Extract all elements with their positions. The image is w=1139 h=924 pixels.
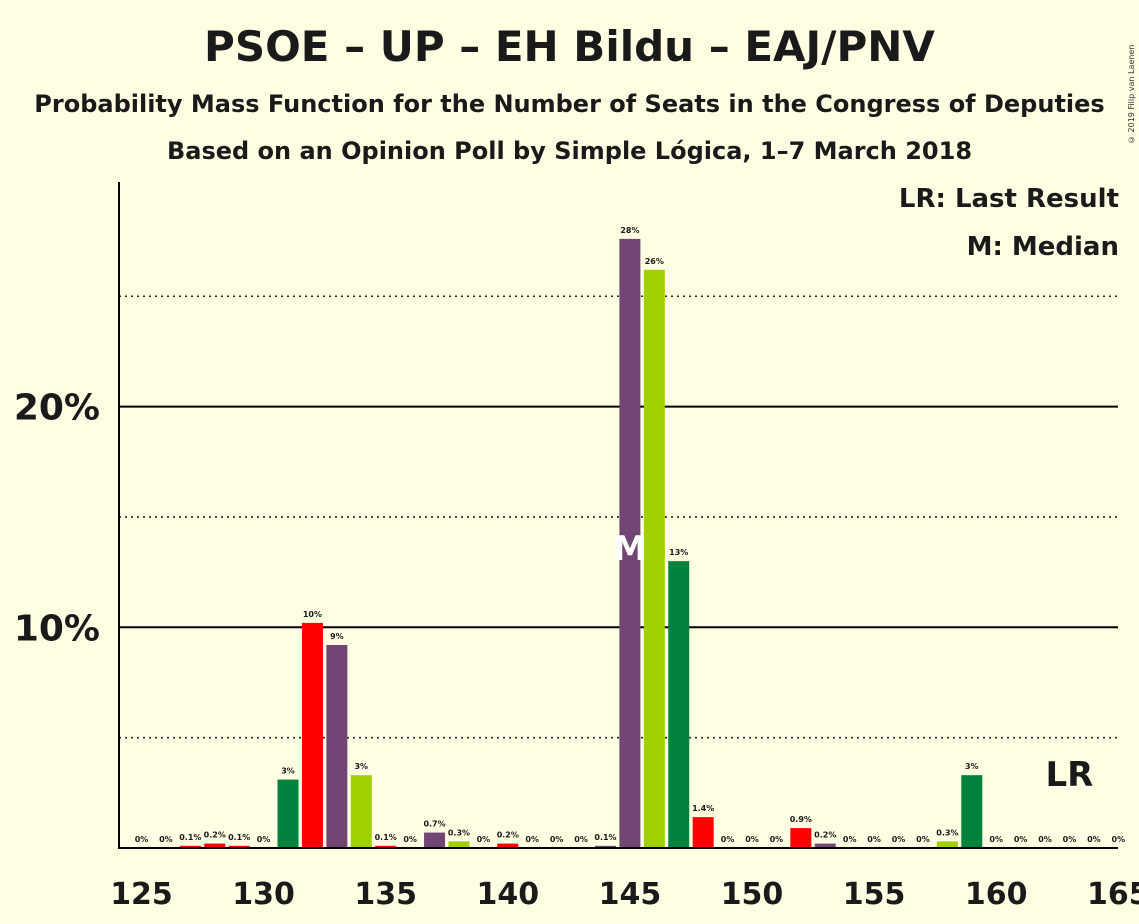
- bar-value-label: 0%: [1038, 835, 1052, 844]
- y-tick-label: 10%: [14, 608, 100, 649]
- bar-value-label: 0%: [721, 835, 735, 844]
- bar-seat-147: [668, 561, 690, 848]
- bar-value-label: 26%: [645, 257, 664, 266]
- chart-subtitle: Probability Mass Function for the Number…: [34, 90, 1105, 118]
- bar-value-label: 0%: [550, 835, 564, 844]
- chart-subtitle-source: Based on an Opinion Poll by Simple Lógic…: [166, 137, 973, 165]
- bar-seat-133: [326, 644, 348, 848]
- bar-seat-159: [961, 775, 983, 848]
- bar-value-label: 0.7%: [423, 820, 445, 829]
- bar-value-label: 0.1%: [594, 833, 616, 842]
- x-tick-label: 145: [599, 877, 662, 912]
- bar-seat-134: [350, 775, 372, 848]
- bar-seat-144: [594, 845, 616, 848]
- x-tick-label: 160: [965, 877, 1028, 912]
- bar-value-label: 0.2%: [814, 831, 836, 840]
- bar-value-label: 0%: [843, 835, 857, 844]
- bar-value-label: 3%: [354, 762, 368, 771]
- x-tick-label: 125: [110, 877, 173, 912]
- bar-value-label: 0%: [1063, 835, 1077, 844]
- bar-value-label: 13%: [669, 548, 688, 557]
- bar-value-label: 3%: [965, 762, 979, 771]
- bar-value-label: 0%: [1087, 835, 1101, 844]
- bar-value-label: 0%: [1014, 835, 1028, 844]
- y-tick-label: 20%: [14, 388, 100, 429]
- bar-value-label: 0.1%: [179, 833, 201, 842]
- median-marker: M: [613, 529, 647, 569]
- bar-seat-152: [790, 828, 812, 848]
- bar-value-label: 0%: [135, 835, 149, 844]
- bar-seat-137: [424, 832, 446, 848]
- legend-last-result: LR: Last Result: [898, 184, 1119, 214]
- bar-value-label: 0%: [477, 835, 491, 844]
- bar-value-label: 0%: [867, 835, 881, 844]
- bar-value-label: 0%: [745, 835, 759, 844]
- bar-value-label: 0%: [1112, 835, 1126, 844]
- bar-seat-132: [301, 622, 323, 848]
- x-tick-label: 135: [354, 877, 417, 912]
- bar-value-label: 0%: [892, 835, 906, 844]
- bar-seat-146: [643, 269, 665, 848]
- x-tick-label: 150: [721, 877, 784, 912]
- bar-value-label: 0%: [525, 835, 539, 844]
- bar-value-label: 0.1%: [375, 833, 397, 842]
- chart-title: PSOE – UP – EH Bildu – EAJ/PNV: [204, 22, 935, 71]
- bar-value-label: 0.2%: [204, 831, 226, 840]
- bar-seat-129: [228, 845, 250, 848]
- bar-value-label: 3%: [281, 767, 295, 776]
- x-tick-label: 155: [843, 877, 906, 912]
- bar-seat-153: [814, 843, 836, 848]
- bar-value-label: 0%: [989, 835, 1003, 844]
- bar-value-label: 0.3%: [448, 828, 470, 837]
- bar-seat-135: [375, 845, 397, 848]
- x-tick-label: 165: [1087, 877, 1139, 912]
- bar-value-label: 0%: [770, 835, 784, 844]
- bar-value-label: 0%: [159, 835, 173, 844]
- bar-seat-148: [692, 817, 714, 848]
- bar-value-label: 28%: [620, 226, 639, 235]
- bar-value-label: 0.3%: [936, 828, 958, 837]
- bar-value-label: 1.4%: [692, 804, 714, 813]
- bar-value-label: 10%: [303, 610, 322, 619]
- x-tick-label: 130: [232, 877, 295, 912]
- bar-seat-158: [936, 841, 958, 848]
- bar-value-label: 0%: [574, 835, 588, 844]
- bar-value-label: 0%: [916, 835, 930, 844]
- bar-seat-127: [179, 845, 201, 848]
- x-tick-label: 140: [476, 877, 539, 912]
- bar-seat-145: [619, 238, 641, 849]
- bar-value-label: 0%: [403, 835, 417, 844]
- bar-value-label: 0%: [257, 835, 271, 844]
- bar-seat-138: [448, 841, 470, 848]
- bar-seat-131: [277, 779, 299, 848]
- bar-value-label: 0.1%: [228, 833, 250, 842]
- bar-seat-128: [204, 843, 226, 848]
- bar-value-label: 0.9%: [790, 815, 812, 824]
- bar-seat-140: [497, 843, 519, 848]
- bar-value-label: 0.2%: [497, 831, 519, 840]
- legend-median: M: Median: [966, 232, 1119, 262]
- last-result-marker: LR: [1046, 755, 1094, 795]
- bar-value-label: 9%: [330, 632, 344, 641]
